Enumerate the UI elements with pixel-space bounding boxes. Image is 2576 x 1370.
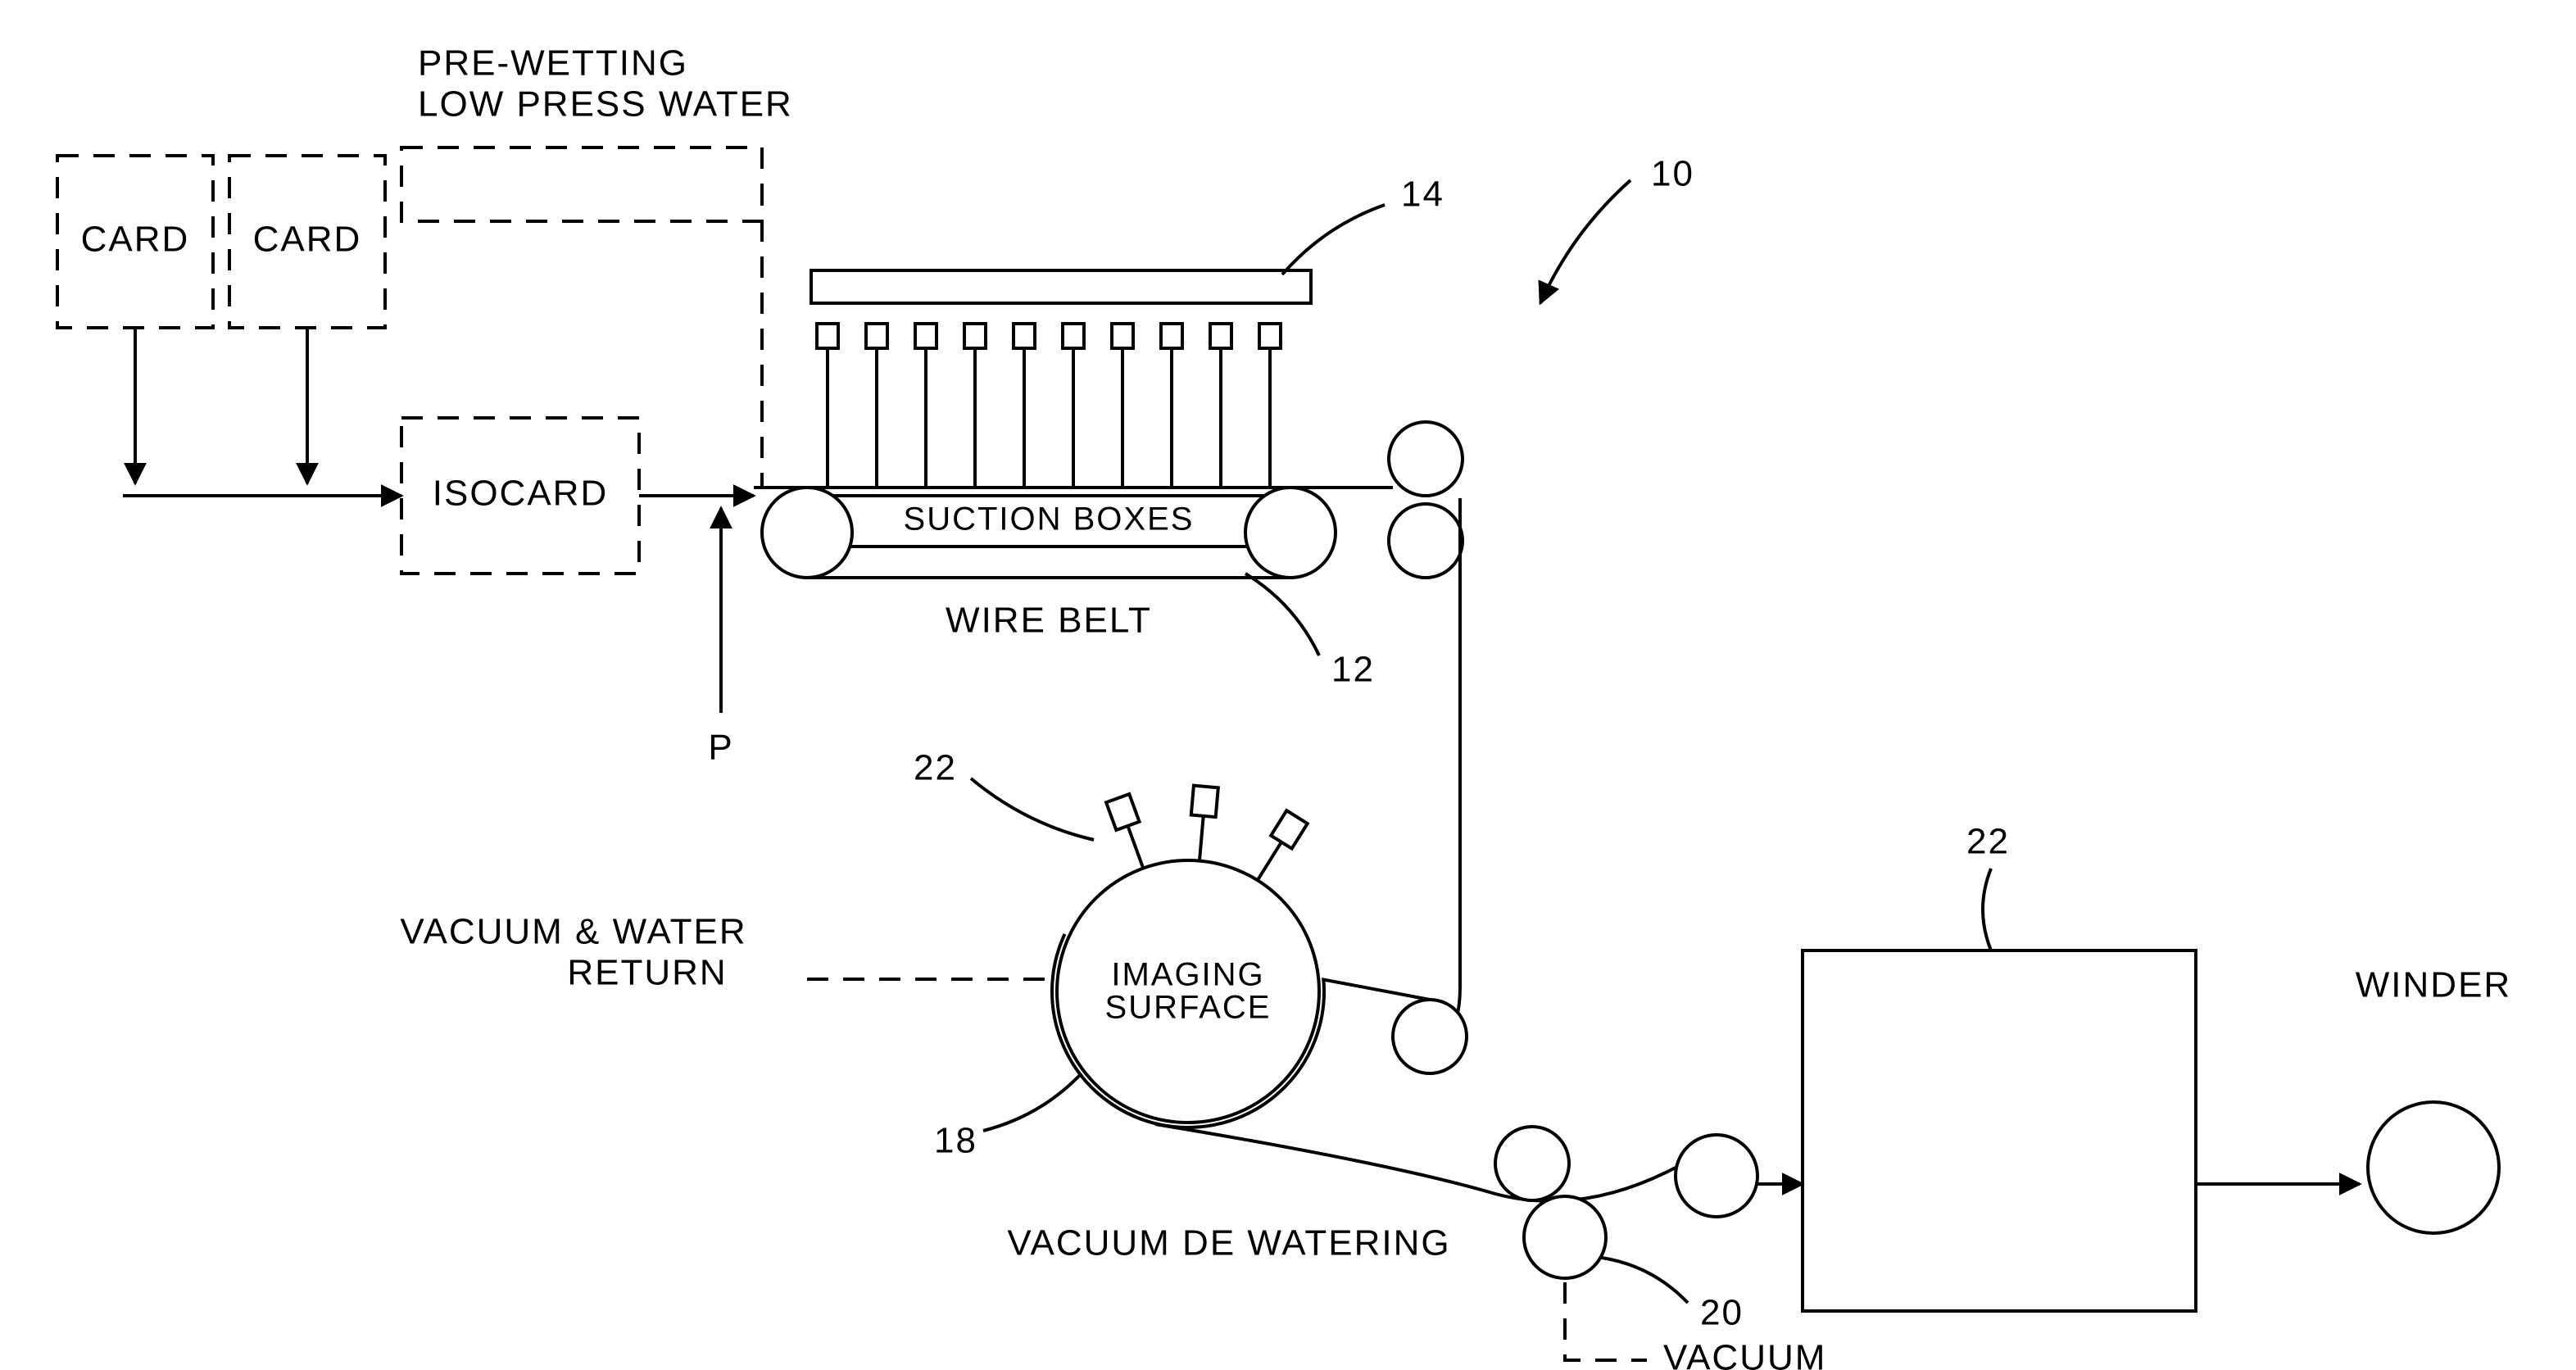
winder-label: WINDER xyxy=(2356,965,2511,1005)
winder-roll xyxy=(2368,1102,2499,1233)
drum-nozzle-head-2 xyxy=(1271,810,1308,848)
dewater-roller-bot xyxy=(1524,1196,1606,1278)
nozzle-head-5 xyxy=(1063,324,1084,348)
guide-roller xyxy=(1393,1000,1467,1073)
nozzle-head-1 xyxy=(866,324,887,348)
drum-nozzle-stem-1 xyxy=(1200,816,1204,861)
nozzle-header-bar xyxy=(811,270,1311,303)
ref12-label: 12 xyxy=(1331,650,1375,690)
drum-nozzle-stem-0 xyxy=(1127,826,1143,869)
nozzle-head-4 xyxy=(1014,324,1035,348)
prewet-line2: LOW PRESS WATER xyxy=(418,84,793,125)
wirebelt-label: WIRE BELT xyxy=(946,601,1152,641)
vacdewater-label: VACUUM DE WATERING xyxy=(1007,1223,1450,1263)
vacret2-label: RETURN xyxy=(567,953,727,993)
imaging2-label: SURFACE xyxy=(1105,990,1272,1026)
drum-nozzle-head-1 xyxy=(1191,786,1218,817)
pre-dryer-roller xyxy=(1676,1135,1757,1217)
card1-label: CARD xyxy=(81,220,190,260)
ref22b-leader xyxy=(1983,869,1991,950)
belt-roller-left xyxy=(762,488,852,578)
ref10-label: 10 xyxy=(1651,154,1694,194)
ref20-label: 20 xyxy=(1700,1293,1744,1333)
transfer-roller-top xyxy=(1389,422,1463,496)
dewater-roller-top xyxy=(1495,1127,1569,1200)
belt-roller-right xyxy=(1245,488,1336,578)
ref18-leader xyxy=(983,1073,1082,1131)
vacuum-label: VACUUM xyxy=(1663,1338,1826,1370)
ref10-leader xyxy=(1540,180,1630,303)
dryer-box xyxy=(1803,950,2196,1311)
nozzle-head-2 xyxy=(915,324,937,348)
nozzle-head-3 xyxy=(964,324,986,348)
isocard-label: ISOCARD xyxy=(433,474,608,514)
drum-nozzle-head-0 xyxy=(1106,794,1140,830)
nozzle-head-6 xyxy=(1112,324,1133,348)
ref22b-label: 22 xyxy=(1966,822,2010,862)
web-down-path xyxy=(1430,498,1460,1069)
ref14-label: 14 xyxy=(1401,175,1444,215)
ref12-leader xyxy=(1245,574,1319,656)
suction-label: SUCTION BOXES xyxy=(904,501,1195,538)
drum-nozzle-stem-2 xyxy=(1258,842,1281,881)
transfer-roller-bot xyxy=(1389,504,1463,578)
web-to-dewater xyxy=(1155,1124,1676,1201)
prewet-box xyxy=(401,147,762,221)
nozzle-head-8 xyxy=(1210,324,1231,348)
nozzle-head-0 xyxy=(817,324,838,348)
ref22a-label: 22 xyxy=(914,748,957,788)
nozzle-head-7 xyxy=(1161,324,1182,348)
ref20-leader xyxy=(1602,1258,1688,1303)
p-label: P xyxy=(708,728,733,768)
ref18-label: 18 xyxy=(934,1121,977,1161)
ref22a-leader xyxy=(971,778,1094,840)
ref14-leader xyxy=(1282,205,1385,274)
nozzle-head-9 xyxy=(1259,324,1281,348)
card2-label: CARD xyxy=(253,220,362,260)
vacret1-label: VACUUM & WATER xyxy=(400,912,746,952)
prewet-line1: PRE-WETTING xyxy=(418,43,688,84)
vacuum-leader xyxy=(1565,1282,1647,1360)
imaging1-label: IMAGING xyxy=(1111,957,1264,993)
